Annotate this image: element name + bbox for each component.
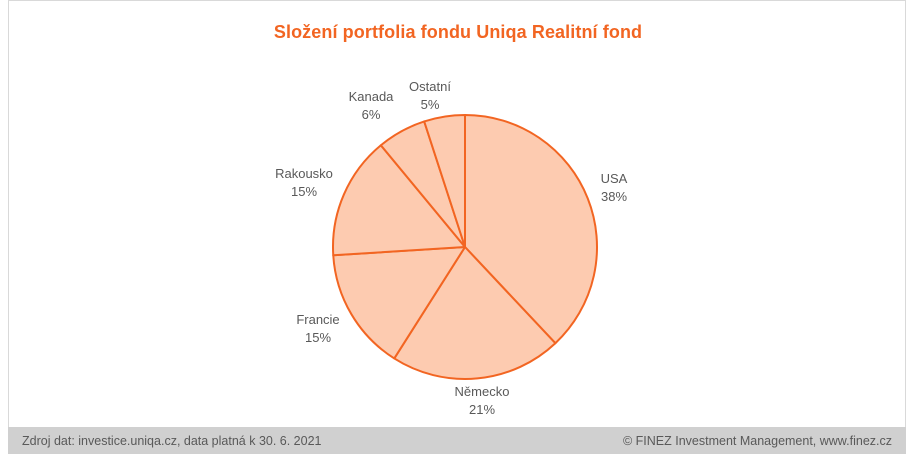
slice-value-label: 21%	[469, 402, 495, 417]
pie-slice-4	[332, 144, 466, 257]
slice-value-label: 15%	[291, 184, 317, 199]
slice-label-3: Francie 15%	[296, 312, 339, 345]
footer-bar: Zdroj dat: investice.uniqa.cz, data plat…	[8, 427, 906, 454]
slice-label-1: USA 38%	[601, 171, 628, 204]
pie-slices	[332, 114, 598, 380]
copyright-note: © FINEZ Investment Management, www.finez…	[622, 433, 892, 448]
slice-category-label: Německo	[455, 384, 510, 399]
slice-label-6: Ostatní 5%	[409, 79, 451, 112]
slice-label-2: Německo 21%	[455, 384, 510, 417]
pie-labels: USA 38% Německo 21% Francie 15% Rakousko 15% Kan…	[275, 79, 628, 417]
slice-label-5: Kanada 6%	[349, 89, 395, 122]
slice-category-label: USA	[601, 171, 628, 186]
chart-title: Složení portfolia fondu Uniqa Realitní f…	[273, 22, 643, 42]
slice-value-label: 6%	[362, 107, 381, 122]
slice-value-label: 5%	[421, 97, 440, 112]
pie-slice-6	[423, 114, 466, 248]
slice-label-4: Rakousko 15%	[275, 166, 333, 199]
slice-category-label: Ostatní	[409, 79, 451, 94]
slice-category-label: Kanada	[349, 89, 395, 104]
pie-slice-1	[464, 114, 598, 345]
data-source-note: Zdroj dat: investice.uniqa.cz, data plat…	[22, 433, 322, 448]
slice-category-label: Francie	[296, 312, 339, 327]
slice-value-label: 38%	[601, 189, 627, 204]
slice-value-label: 15%	[305, 330, 331, 345]
pie-slice-3	[332, 246, 466, 360]
pie-slice-2	[393, 246, 557, 380]
slice-category-label: Rakousko	[275, 166, 333, 181]
